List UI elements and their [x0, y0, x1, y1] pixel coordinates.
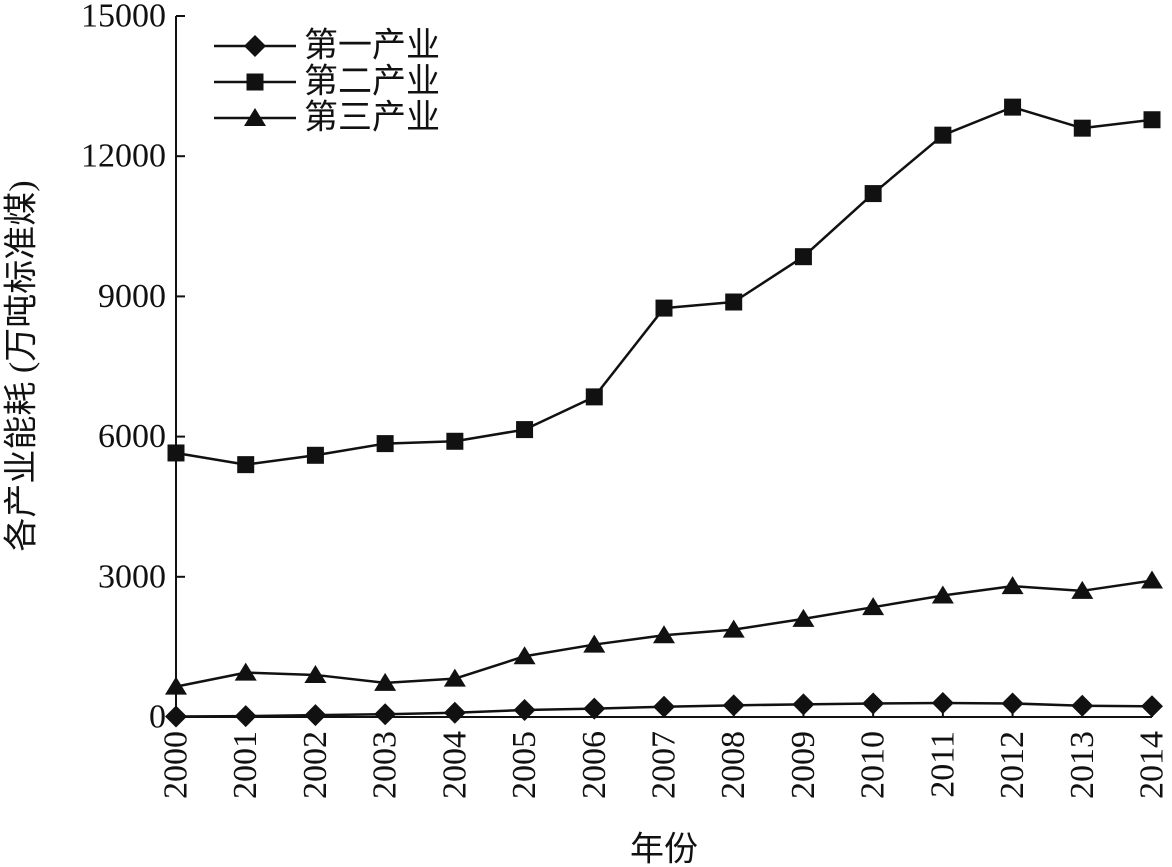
series-2-point: [585, 388, 603, 406]
y-tick-label: 9000: [98, 278, 166, 315]
series-3-point: [1141, 570, 1163, 589]
x-tick-label: 2004: [436, 731, 473, 799]
series-3-point: [374, 672, 397, 691]
series-1-point: [1001, 692, 1024, 715]
legend-marker: [246, 73, 264, 91]
series-3-point: [722, 619, 745, 638]
series-3-point: [1071, 580, 1094, 599]
series-2-point: [167, 444, 185, 462]
series-1-point: [513, 698, 536, 721]
series-2-point: [446, 432, 464, 450]
series-3-point: [1001, 576, 1024, 595]
x-tick-label: 2010: [855, 731, 892, 799]
x-tick-label: 2007: [646, 731, 683, 799]
series-1-point: [653, 695, 675, 718]
series-3-point: [513, 646, 536, 665]
legend-item-2: 第二产业: [214, 63, 440, 101]
x-tick-label: 2006: [576, 731, 613, 799]
legend-item-3: 第三产业: [214, 99, 440, 137]
y-tick-label: 6000: [98, 418, 166, 455]
x-axis-title: 年份: [630, 831, 698, 867]
y-tick-label: 15000: [81, 0, 166, 35]
series-3-point: [304, 664, 327, 683]
series-2-point: [794, 248, 812, 266]
x-tick-label: 2008: [715, 731, 752, 799]
y-tick-label: 0: [149, 699, 166, 736]
series-1-point: [583, 697, 606, 720]
series-1-point: [722, 694, 745, 717]
series-1-point: [304, 704, 327, 727]
x-tick-label: 2001: [227, 731, 264, 799]
legend-label: 第三产业: [304, 99, 440, 137]
series-3-point: [443, 668, 466, 687]
series-1-point: [862, 692, 885, 715]
series-2-point: [516, 421, 534, 439]
series-2-line: [175, 105, 1153, 466]
legend-marker: [244, 35, 266, 57]
series-3: [165, 570, 1163, 695]
x-tick-label: 2012: [994, 731, 1031, 799]
series-2-point: [306, 446, 324, 464]
legend-item-1: 第一产业: [214, 27, 440, 65]
series-2: [167, 98, 1161, 474]
series-2-point: [864, 185, 882, 203]
x-ticks: 2000 2001 2002 2003 2004 2005 2006 2007 2008 2009…: [158, 708, 1171, 799]
series-2-point: [1143, 111, 1161, 129]
series-3-point: [234, 662, 257, 681]
x-tick-label: 2002: [297, 731, 334, 799]
series-1-point: [1141, 695, 1163, 718]
x-tick-label: 2000: [158, 731, 195, 799]
series-1: [165, 691, 1163, 728]
x-tick-label: 2011: [924, 731, 961, 798]
series-2-point: [1004, 98, 1022, 116]
series-layer: [165, 98, 1163, 728]
series-3-point: [792, 608, 815, 627]
series-3-point: [165, 676, 187, 695]
series-2-point: [934, 126, 952, 144]
y-axis-title: 各产业能耗 (万吨标准煤): [3, 180, 41, 551]
series-2-point: [1073, 119, 1091, 137]
series-1-point: [443, 701, 466, 724]
series-3-point: [862, 597, 885, 616]
legend-label: 第二产业: [304, 63, 440, 101]
legend-marker: [244, 108, 266, 126]
series-3-point: [931, 585, 954, 604]
series-1-point: [931, 691, 954, 714]
series-3-point: [653, 625, 675, 644]
series-2-point: [725, 293, 743, 311]
y-tick-label: 12000: [81, 138, 166, 175]
series-1-point: [374, 703, 397, 726]
series-2-point: [655, 299, 673, 317]
y-ticks: 0 3000 6000 9000 12000 15000: [81, 0, 185, 736]
series-1-point: [234, 705, 257, 728]
x-tick-label: 2005: [506, 731, 543, 799]
legend-label: 第一产业: [304, 27, 440, 65]
series-1-point: [165, 705, 187, 728]
series-3-point: [583, 634, 606, 653]
series-1-point: [1071, 694, 1094, 717]
series-2-point: [237, 456, 255, 474]
series-1-point: [792, 693, 815, 716]
x-tick-label: 2003: [367, 731, 404, 799]
x-tick-label: 2009: [785, 731, 822, 799]
y-tick-label: 3000: [98, 558, 166, 595]
x-tick-label: 2013: [1064, 731, 1101, 799]
x-tick-label: 2014: [1134, 731, 1171, 799]
series-2-point: [376, 435, 394, 453]
